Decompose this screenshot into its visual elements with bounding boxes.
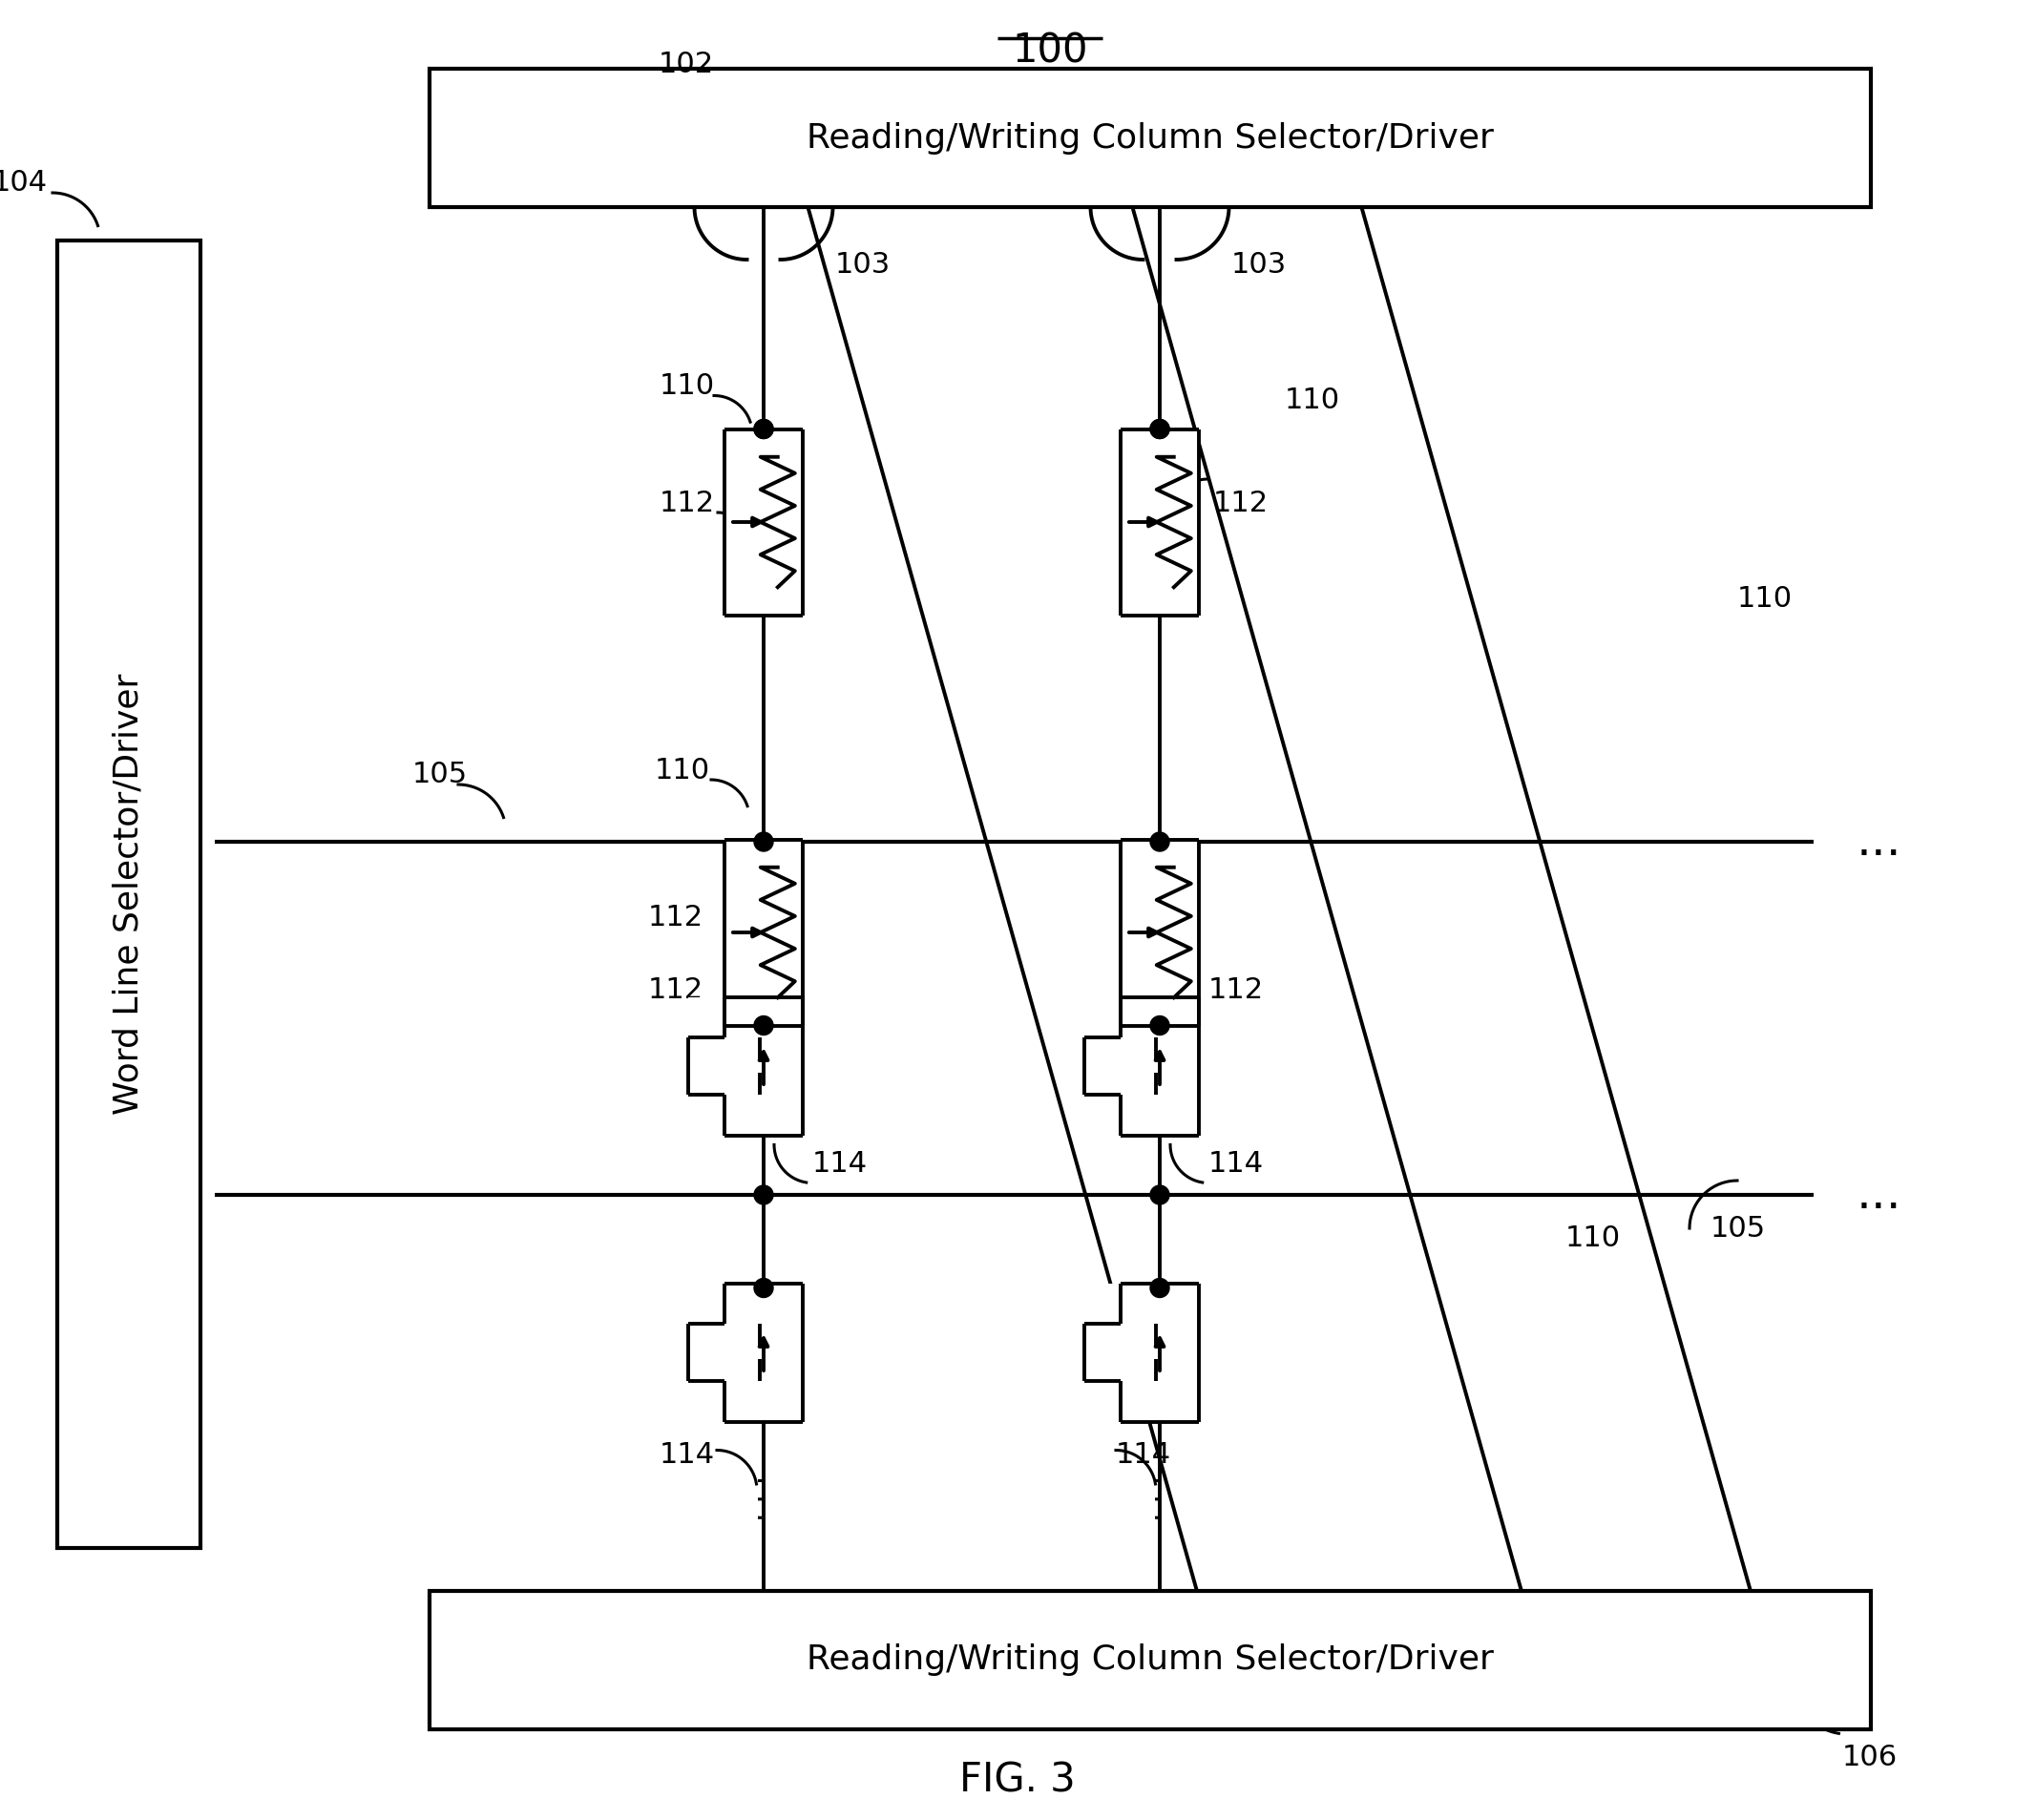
Circle shape <box>753 1016 774 1036</box>
Text: 112: 112 <box>1213 490 1268 517</box>
Text: 110: 110 <box>1737 584 1794 612</box>
Text: 105: 105 <box>1710 1214 1765 1241</box>
Text: 112: 112 <box>660 490 715 517</box>
Text: Word Line Selector/Driver: Word Line Selector/Driver <box>112 673 145 1116</box>
Text: 112: 112 <box>647 976 704 1003</box>
Bar <box>430 69 1871 207</box>
Text: 114: 114 <box>812 1150 867 1178</box>
Bar <box>1120 839 1199 1025</box>
Bar <box>1085 997 1199 1136</box>
Text: FIG. 3: FIG. 3 <box>959 1760 1075 1800</box>
Circle shape <box>753 832 774 852</box>
Text: 110: 110 <box>660 373 715 400</box>
Circle shape <box>1150 1185 1169 1205</box>
Bar <box>688 997 802 1136</box>
Circle shape <box>1150 419 1169 439</box>
Text: 103: 103 <box>1232 251 1287 278</box>
Circle shape <box>753 419 774 439</box>
Text: Reading/Writing Column Selector/Driver: Reading/Writing Column Selector/Driver <box>806 122 1494 155</box>
Bar <box>1120 430 1199 615</box>
Circle shape <box>1150 1278 1169 1298</box>
Text: Reading/Writing Column Selector/Driver: Reading/Writing Column Selector/Driver <box>806 1643 1494 1676</box>
Text: 110: 110 <box>1566 1225 1621 1252</box>
Circle shape <box>753 419 774 439</box>
Text: 104: 104 <box>0 169 47 197</box>
Text: ...: ... <box>1857 1172 1902 1218</box>
Text: 110: 110 <box>1285 386 1340 415</box>
Bar <box>57 240 200 1549</box>
Text: 100: 100 <box>1012 31 1087 71</box>
Circle shape <box>1150 832 1169 852</box>
Bar <box>725 430 802 615</box>
Bar <box>1085 1283 1199 1421</box>
Text: 103: 103 <box>835 251 892 278</box>
Circle shape <box>1150 1016 1169 1036</box>
Text: 106: 106 <box>1843 1744 1898 1773</box>
Text: 114: 114 <box>1116 1441 1171 1469</box>
Text: 112: 112 <box>1209 976 1264 1003</box>
Text: · · ·: · · · <box>1146 1474 1173 1522</box>
Text: 110: 110 <box>656 757 711 784</box>
Circle shape <box>753 1185 774 1205</box>
Text: 112: 112 <box>647 905 704 932</box>
Text: 105: 105 <box>411 761 468 788</box>
Text: 114: 114 <box>660 1441 715 1469</box>
Bar <box>430 1591 1871 1729</box>
Bar <box>725 839 802 1025</box>
Bar <box>688 1283 802 1421</box>
Circle shape <box>753 1278 774 1298</box>
Circle shape <box>1150 419 1169 439</box>
Text: ...: ... <box>1857 819 1902 864</box>
Text: · · ·: · · · <box>749 1474 778 1522</box>
Text: 102: 102 <box>658 51 715 78</box>
Text: 114: 114 <box>1209 1150 1264 1178</box>
